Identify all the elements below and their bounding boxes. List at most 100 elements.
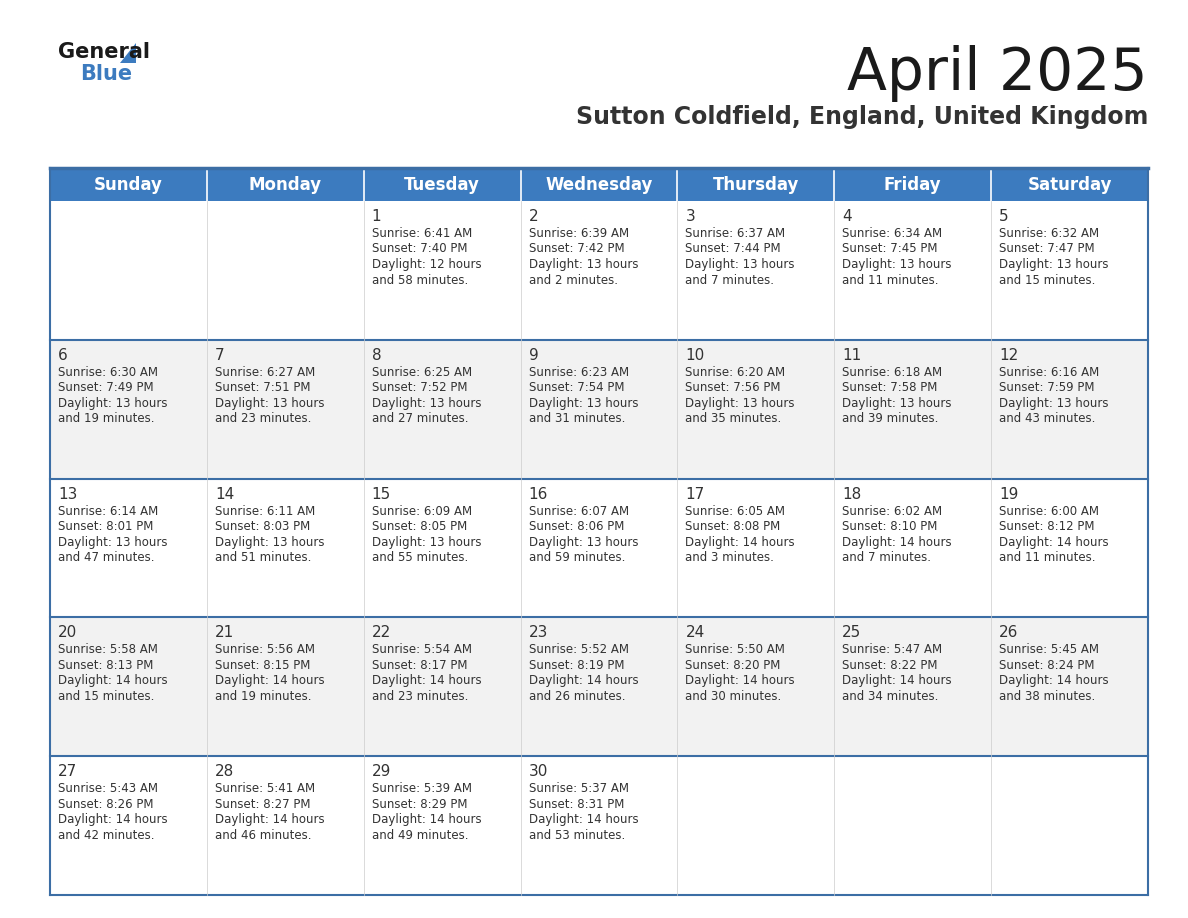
Text: and 46 minutes.: and 46 minutes. [215, 829, 311, 842]
Bar [677, 168, 834, 201]
Text: and 53 minutes.: and 53 minutes. [529, 829, 625, 842]
Text: Sunset: 7:58 PM: Sunset: 7:58 PM [842, 381, 937, 395]
Bar [50, 478, 1148, 618]
Text: Sunset: 7:42 PM: Sunset: 7:42 PM [529, 242, 624, 255]
Text: Sunrise: 6:00 AM: Sunrise: 6:00 AM [999, 505, 1099, 518]
Text: Daylight: 13 hours: Daylight: 13 hours [58, 397, 168, 409]
Text: Sunset: 8:24 PM: Sunset: 8:24 PM [999, 659, 1094, 672]
Text: 8: 8 [372, 348, 381, 363]
Text: Sunset: 8:05 PM: Sunset: 8:05 PM [372, 521, 467, 533]
Text: Sunset: 8:03 PM: Sunset: 8:03 PM [215, 521, 310, 533]
Text: 30: 30 [529, 764, 548, 779]
Text: Sunset: 7:56 PM: Sunset: 7:56 PM [685, 381, 781, 395]
Text: Sunset: 7:47 PM: Sunset: 7:47 PM [999, 242, 1095, 255]
Text: 15: 15 [372, 487, 391, 501]
Text: 20: 20 [58, 625, 77, 641]
Text: Sunset: 8:19 PM: Sunset: 8:19 PM [529, 659, 624, 672]
Text: Sunset: 7:49 PM: Sunset: 7:49 PM [58, 381, 153, 395]
Text: Sunrise: 5:54 AM: Sunrise: 5:54 AM [372, 644, 472, 656]
Text: Daylight: 13 hours: Daylight: 13 hours [999, 397, 1108, 409]
Text: Tuesday: Tuesday [404, 175, 480, 194]
Text: Friday: Friday [884, 175, 942, 194]
Text: Sunset: 8:22 PM: Sunset: 8:22 PM [842, 659, 937, 672]
Text: 22: 22 [372, 625, 391, 641]
Text: Daylight: 13 hours: Daylight: 13 hours [842, 397, 952, 409]
Text: Sunrise: 5:43 AM: Sunrise: 5:43 AM [58, 782, 158, 795]
Text: Sunrise: 6:16 AM: Sunrise: 6:16 AM [999, 365, 1099, 379]
Text: Daylight: 14 hours: Daylight: 14 hours [999, 675, 1108, 688]
Text: Daylight: 13 hours: Daylight: 13 hours [842, 258, 952, 271]
Text: 3: 3 [685, 209, 695, 224]
Text: and 23 minutes.: and 23 minutes. [215, 412, 311, 425]
Bar [50, 168, 207, 201]
Text: 4: 4 [842, 209, 852, 224]
Bar [364, 168, 520, 201]
Bar [50, 340, 1148, 478]
Text: 14: 14 [215, 487, 234, 501]
Text: Sunrise: 5:39 AM: Sunrise: 5:39 AM [372, 782, 472, 795]
Text: April 2025: April 2025 [847, 45, 1148, 102]
Text: Sunrise: 6:09 AM: Sunrise: 6:09 AM [372, 505, 472, 518]
Text: 9: 9 [529, 348, 538, 363]
Text: Sutton Coldfield, England, United Kingdom: Sutton Coldfield, England, United Kingdo… [576, 105, 1148, 129]
Text: Sunset: 8:13 PM: Sunset: 8:13 PM [58, 659, 153, 672]
Text: Sunset: 7:45 PM: Sunset: 7:45 PM [842, 242, 937, 255]
Text: Sunrise: 6:27 AM: Sunrise: 6:27 AM [215, 365, 315, 379]
Text: Daylight: 13 hours: Daylight: 13 hours [529, 535, 638, 549]
Text: 26: 26 [999, 625, 1018, 641]
Text: 1: 1 [372, 209, 381, 224]
Text: 29: 29 [372, 764, 391, 779]
Text: 18: 18 [842, 487, 861, 501]
Text: and 15 minutes.: and 15 minutes. [58, 690, 154, 703]
Text: 24: 24 [685, 625, 704, 641]
Text: Sunset: 8:12 PM: Sunset: 8:12 PM [999, 521, 1094, 533]
Text: Sunset: 8:29 PM: Sunset: 8:29 PM [372, 798, 467, 811]
Bar [50, 618, 1148, 756]
Text: and 7 minutes.: and 7 minutes. [842, 551, 931, 564]
Text: 13: 13 [58, 487, 77, 501]
Text: and 47 minutes.: and 47 minutes. [58, 551, 154, 564]
Text: and 2 minutes.: and 2 minutes. [529, 274, 618, 286]
Text: Sunrise: 5:37 AM: Sunrise: 5:37 AM [529, 782, 628, 795]
Text: Daylight: 14 hours: Daylight: 14 hours [372, 813, 481, 826]
Text: Sunset: 7:40 PM: Sunset: 7:40 PM [372, 242, 467, 255]
Text: Daylight: 14 hours: Daylight: 14 hours [58, 675, 168, 688]
Text: Sunrise: 6:02 AM: Sunrise: 6:02 AM [842, 505, 942, 518]
Text: and 19 minutes.: and 19 minutes. [58, 412, 154, 425]
Text: Sunset: 8:26 PM: Sunset: 8:26 PM [58, 798, 153, 811]
Text: Daylight: 13 hours: Daylight: 13 hours [685, 258, 795, 271]
Text: Sunrise: 5:56 AM: Sunrise: 5:56 AM [215, 644, 315, 656]
Text: Daylight: 14 hours: Daylight: 14 hours [529, 675, 638, 688]
Text: Daylight: 14 hours: Daylight: 14 hours [685, 675, 795, 688]
Text: 25: 25 [842, 625, 861, 641]
Text: Sunset: 8:27 PM: Sunset: 8:27 PM [215, 798, 310, 811]
Text: Daylight: 13 hours: Daylight: 13 hours [999, 258, 1108, 271]
Text: Sunrise: 6:25 AM: Sunrise: 6:25 AM [372, 365, 472, 379]
Text: Sunset: 7:51 PM: Sunset: 7:51 PM [215, 381, 310, 395]
Text: Sunset: 7:52 PM: Sunset: 7:52 PM [372, 381, 467, 395]
Text: 28: 28 [215, 764, 234, 779]
Text: Sunrise: 6:07 AM: Sunrise: 6:07 AM [529, 505, 628, 518]
Text: and 23 minutes.: and 23 minutes. [372, 690, 468, 703]
Text: Sunset: 8:08 PM: Sunset: 8:08 PM [685, 521, 781, 533]
Text: Wednesday: Wednesday [545, 175, 652, 194]
Text: 6: 6 [58, 348, 68, 363]
Bar [520, 168, 677, 201]
Text: Daylight: 14 hours: Daylight: 14 hours [215, 675, 324, 688]
Text: Sunrise: 5:50 AM: Sunrise: 5:50 AM [685, 644, 785, 656]
Text: Daylight: 14 hours: Daylight: 14 hours [58, 813, 168, 826]
Text: and 55 minutes.: and 55 minutes. [372, 551, 468, 564]
Text: Daylight: 13 hours: Daylight: 13 hours [215, 535, 324, 549]
Text: Sunrise: 6:34 AM: Sunrise: 6:34 AM [842, 227, 942, 240]
Text: Daylight: 14 hours: Daylight: 14 hours [529, 813, 638, 826]
Text: 16: 16 [529, 487, 548, 501]
Text: Daylight: 12 hours: Daylight: 12 hours [372, 258, 481, 271]
Text: 27: 27 [58, 764, 77, 779]
Text: and 39 minutes.: and 39 minutes. [842, 412, 939, 425]
Text: Sunrise: 6:32 AM: Sunrise: 6:32 AM [999, 227, 1099, 240]
Text: Daylight: 13 hours: Daylight: 13 hours [529, 397, 638, 409]
Text: Sunrise: 5:45 AM: Sunrise: 5:45 AM [999, 644, 1099, 656]
Text: Daylight: 14 hours: Daylight: 14 hours [842, 675, 952, 688]
Text: and 3 minutes.: and 3 minutes. [685, 551, 775, 564]
Text: Sunset: 8:31 PM: Sunset: 8:31 PM [529, 798, 624, 811]
